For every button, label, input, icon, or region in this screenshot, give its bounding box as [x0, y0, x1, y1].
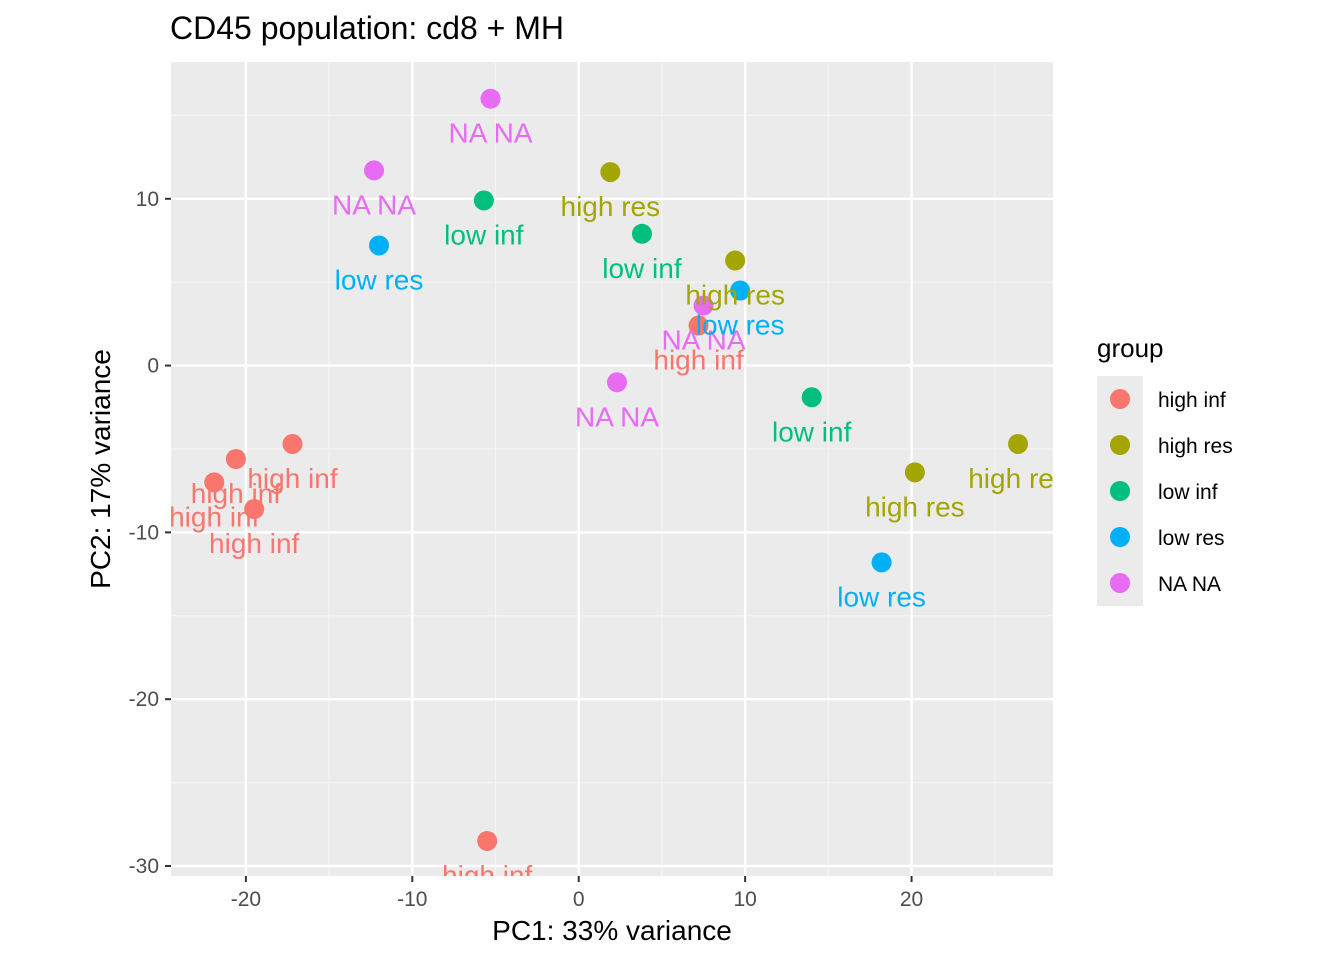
- point-label-na-na: NA NA: [449, 118, 533, 149]
- points-layer: [204, 88, 1029, 851]
- point-label-high-res: high res: [865, 491, 965, 522]
- data-point-low-res: [369, 235, 390, 256]
- point-label-high-res: high res: [685, 279, 785, 310]
- data-point-high-inf: [688, 315, 709, 336]
- legend-key-na-na: [1110, 573, 1130, 593]
- data-point-low-res: [871, 552, 892, 573]
- point-label-high-inf: high inf: [247, 463, 338, 494]
- legend-key-high-inf: [1110, 389, 1130, 409]
- point-label-high-inf: high inf: [191, 478, 282, 509]
- data-point-low-inf: [473, 190, 494, 211]
- x-tick-label: 0: [573, 888, 585, 911]
- x-tick-label: 10: [733, 888, 756, 911]
- legend-label-low-res: low res: [1158, 527, 1225, 550]
- legend: group high inf high res low inf low res NA N…: [1097, 333, 1233, 606]
- data-point-na-na: [693, 295, 714, 316]
- y-tick-label: -20: [129, 688, 159, 711]
- point-label-high-res: high res: [561, 191, 661, 222]
- data-point-high-res: [600, 162, 621, 183]
- point-label-low-inf: low inf: [602, 253, 682, 284]
- point-label-high-inf: high inf: [169, 501, 260, 532]
- y-axis: 10 0 -10 -20 -30: [129, 188, 171, 878]
- y-axis-title: PC2: 17% variance: [85, 349, 116, 589]
- point-label-low-inf: low inf: [444, 219, 524, 250]
- x-tick-label: -20: [231, 888, 261, 911]
- x-tick-label: 20: [900, 888, 923, 911]
- point-label-na-na: NA NA: [662, 325, 746, 356]
- data-point-high-inf: [204, 472, 225, 493]
- point-label-high-inf: high inf: [653, 345, 744, 376]
- data-point-high-res: [1008, 433, 1029, 454]
- x-tick-label: -10: [397, 888, 427, 911]
- legend-label-low-inf: low inf: [1158, 481, 1218, 504]
- legend-key-high-res: [1110, 435, 1130, 455]
- legend-label-na-na: NA NA: [1158, 573, 1221, 596]
- data-point-high-inf: [477, 830, 498, 851]
- point-label-high-res: high res: [968, 463, 1068, 494]
- chart-title: CD45 population: cd8 + MH: [170, 10, 564, 46]
- point-label-low-res: low res: [696, 310, 785, 341]
- point-label-low-inf: low inf: [772, 416, 852, 447]
- legend-key-low-res: [1110, 527, 1130, 547]
- y-tick-label: 0: [147, 355, 159, 378]
- data-point-high-inf: [282, 433, 303, 454]
- data-point-high-inf: [244, 499, 265, 520]
- point-label-high-inf: high inf: [209, 528, 300, 559]
- data-point-low-inf: [631, 223, 652, 244]
- data-point-high-res: [725, 250, 746, 271]
- data-point-high-res: [904, 462, 925, 483]
- data-point-na-na: [480, 88, 501, 109]
- data-point-low-res: [730, 280, 751, 301]
- legend-label-high-res: high res: [1158, 435, 1233, 458]
- y-tick-label: -30: [129, 855, 159, 878]
- y-tick-label: -10: [129, 521, 159, 544]
- data-point-na-na: [606, 372, 627, 393]
- data-point-high-inf: [225, 448, 246, 469]
- point-label-high-inf: high inf: [442, 860, 533, 891]
- data-point-low-inf: [801, 387, 822, 408]
- y-tick-label: 10: [136, 188, 159, 211]
- legend-title: group: [1097, 333, 1164, 363]
- legend-label-high-inf: high inf: [1158, 389, 1226, 412]
- data-point-na-na: [364, 160, 385, 181]
- point-label-na-na: NA NA: [575, 401, 659, 432]
- x-axis: -20 -10 0 10 20: [231, 876, 923, 911]
- point-label-na-na: NA NA: [332, 189, 416, 220]
- point-label-low-res: low res: [837, 581, 926, 612]
- x-axis-title: PC1: 33% variance: [492, 915, 732, 946]
- legend-key-low-inf: [1110, 481, 1130, 501]
- point-label-low-res: low res: [335, 264, 424, 295]
